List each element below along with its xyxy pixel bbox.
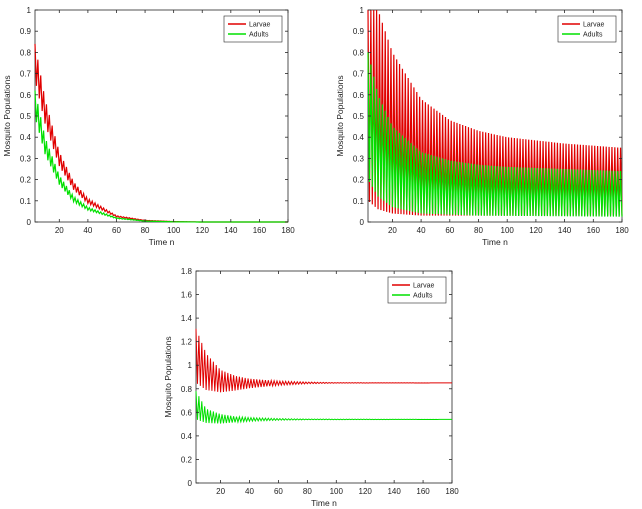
legend-label: Larvae xyxy=(249,22,271,29)
series-adults xyxy=(34,90,288,223)
y-tick-label: 0.3 xyxy=(353,154,365,163)
legend-item-adults: Adults xyxy=(228,32,269,39)
x-axis-label: Time n xyxy=(482,237,508,247)
series-line-adults xyxy=(367,52,623,217)
chart-3: 20 40 60 80 100 120 140 160 180 0 0.2 0.4 0.6 0.8 1 1.2… xyxy=(163,267,459,508)
legend-item-larvae: Larvae xyxy=(562,22,605,29)
plot-area xyxy=(195,270,453,484)
legend-item-larvae: Larvae xyxy=(392,283,435,290)
y-tick-label: 0 xyxy=(27,218,32,227)
x-tick-label: 160 xyxy=(587,226,601,235)
y-tick-label: 0.9 xyxy=(20,27,32,36)
y-tick-label: 0.1 xyxy=(353,197,365,206)
y-tick-label: 0.6 xyxy=(20,91,32,100)
y-tick-label: 1.2 xyxy=(181,338,193,347)
series-larvae xyxy=(195,328,452,393)
x-axis-label: Time n xyxy=(311,498,337,508)
y-tick-label: 0.2 xyxy=(181,455,193,464)
y-tick-label: 1 xyxy=(27,6,32,15)
x-tick-label: 40 xyxy=(245,487,254,496)
x-tick-label: 20 xyxy=(55,226,64,235)
legend: Larvae Adults xyxy=(387,276,447,304)
y-tick-label: 1.8 xyxy=(181,267,193,276)
y-tick-label: 0.7 xyxy=(353,70,365,79)
legend-item-adults: Adults xyxy=(392,293,433,300)
x-tick-label: 140 xyxy=(558,226,572,235)
series-adults xyxy=(195,391,452,425)
x-tick-label: 60 xyxy=(445,226,454,235)
y-tick-label: 1.4 xyxy=(181,314,193,323)
x-tick-label: 60 xyxy=(112,226,121,235)
y-tick-label: 1 xyxy=(188,361,193,370)
legend: Larvae Adults xyxy=(223,15,283,43)
legend-box xyxy=(557,15,617,43)
x-tick-label: 120 xyxy=(359,487,373,496)
y-axis-label: Mosquito Populations xyxy=(163,336,173,417)
legend-item-larvae: Larvae xyxy=(228,22,271,29)
legend-label: Adults xyxy=(583,32,603,39)
x-tick-label: 20 xyxy=(216,487,225,496)
x-tick-label: 100 xyxy=(167,226,181,235)
x-tick-label: 40 xyxy=(417,226,426,235)
x-tick-label: 20 xyxy=(388,226,397,235)
y-tick-label: 0.4 xyxy=(181,432,193,441)
y-tick-label: 0.6 xyxy=(181,408,193,417)
y-tick-label: 0.8 xyxy=(20,48,32,57)
y-tick-label: 1 xyxy=(360,6,365,15)
y-tick-label: 0.4 xyxy=(353,133,365,142)
chart-1: 20 40 60 80 100 120 140 160 180 0 0.1 0.2 0.3 0.4 0.5 0… xyxy=(2,6,295,247)
y-tick-label: 0.3 xyxy=(20,154,32,163)
x-tick-label: 80 xyxy=(474,226,483,235)
x-tick-label: 160 xyxy=(253,226,267,235)
y-tick-label: 0.8 xyxy=(181,385,193,394)
legend: Larvae Adults xyxy=(557,15,617,43)
y-tick-label: 0.7 xyxy=(20,70,32,79)
x-tick-label: 160 xyxy=(416,487,430,496)
y-tick-label: 0.9 xyxy=(353,27,365,36)
y-tick-label: 0.8 xyxy=(353,48,365,57)
legend-label: Adults xyxy=(413,293,433,300)
legend-label: Larvae xyxy=(583,22,605,29)
y-tick-label: 0.1 xyxy=(20,197,32,206)
series-line-larvae xyxy=(195,328,452,393)
x-tick-label: 120 xyxy=(196,226,210,235)
series-adults xyxy=(367,52,623,217)
legend-label: Larvae xyxy=(413,283,435,290)
x-axis-label: Time n xyxy=(149,237,175,247)
legend-item-adults: Adults xyxy=(562,32,603,39)
x-tick-label: 120 xyxy=(529,226,543,235)
y-tick-label: 0.2 xyxy=(20,176,32,185)
y-tick-label: 0 xyxy=(188,479,193,488)
y-tick-label: 0.6 xyxy=(353,91,365,100)
y-tick-label: 0 xyxy=(360,218,365,227)
x-tick-label: 180 xyxy=(615,226,629,235)
legend-box xyxy=(223,15,283,43)
legend-label: Adults xyxy=(249,32,269,39)
y-axis-label: Mosquito Populations xyxy=(2,75,12,156)
series-line-adults xyxy=(34,90,288,223)
chart-2: 20 40 60 80 100 120 140 160 180 0 0.1 0.2 0.3 0.4 0.5 0… xyxy=(335,6,629,247)
y-axis-label: Mosquito Populations xyxy=(335,75,345,156)
x-tick-label: 80 xyxy=(303,487,312,496)
x-tick-label: 60 xyxy=(274,487,283,496)
plot-area xyxy=(34,9,289,223)
y-tick-label: 0.4 xyxy=(20,133,32,142)
x-tick-label: 140 xyxy=(387,487,401,496)
x-tick-label: 80 xyxy=(141,226,150,235)
y-tick-label: 0.5 xyxy=(353,112,365,121)
legend-box xyxy=(387,276,447,304)
x-tick-label: 180 xyxy=(281,226,295,235)
x-tick-label: 140 xyxy=(224,226,238,235)
x-tick-label: 100 xyxy=(330,487,344,496)
y-tick-label: 0.5 xyxy=(20,112,32,121)
x-tick-label: 40 xyxy=(83,226,92,235)
series-line-adults xyxy=(195,391,452,425)
x-tick-label: 100 xyxy=(501,226,515,235)
y-tick-label: 0.2 xyxy=(353,176,365,185)
x-tick-label: 180 xyxy=(445,487,459,496)
y-tick-label: 1.6 xyxy=(181,291,193,300)
